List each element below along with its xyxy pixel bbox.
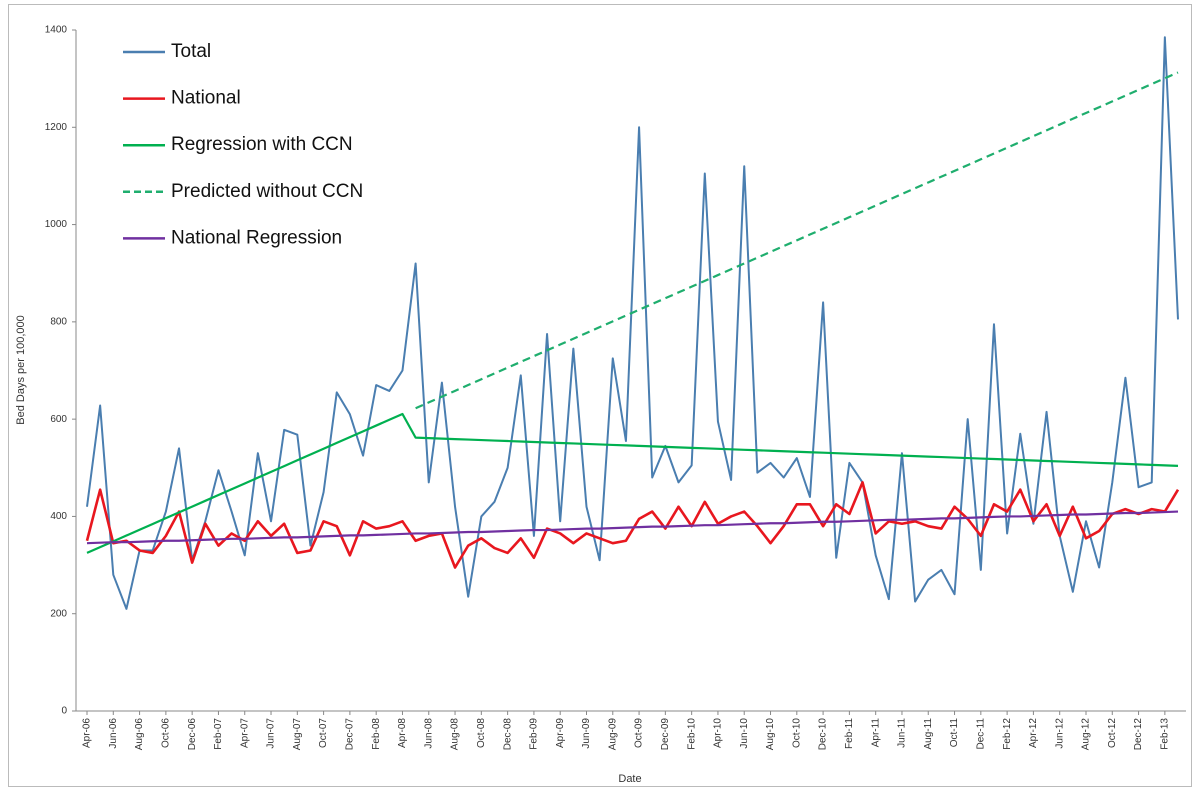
y-tick-label: 200 (50, 608, 67, 619)
x-tick-label: Apr-10 (713, 718, 724, 748)
x-tick-label: Jun-10 (739, 718, 750, 749)
x-tick-label: Oct-06 (161, 718, 172, 748)
x-tick-label: Feb-08 (371, 718, 382, 750)
x-tick-label: Feb-10 (686, 718, 697, 750)
x-tick-label: Aug-06 (134, 718, 145, 751)
x-tick-label: Dec-10 (818, 718, 829, 751)
y-axis-label: Bed Days per 100,000 (15, 315, 27, 424)
x-tick-label: Oct-10 (791, 718, 802, 748)
x-tick-label: Apr-09 (555, 718, 566, 748)
x-tick-label: Feb-11 (844, 718, 855, 749)
x-tick-label: Dec-11 (975, 718, 986, 750)
series-line (86, 510, 1179, 545)
x-tick-label: Apr-07 (239, 718, 250, 748)
x-tick-label: Oct-09 (634, 718, 645, 748)
x-tick-label: Dec-07 (345, 718, 356, 751)
y-tick-label: 600 (50, 414, 67, 425)
legend-label: Regression with CCN (171, 134, 353, 155)
x-tick-label: Jun-09 (581, 718, 592, 749)
x-tick-label: Apr-11 (870, 718, 881, 748)
y-tick-label: 1400 (45, 25, 68, 36)
x-tick-label: Jun-08 (423, 718, 434, 749)
x-tick-label: Oct-08 (476, 718, 487, 748)
y-tick-label: 0 (61, 706, 67, 717)
series-line (85, 481, 1180, 569)
x-tick-label: Aug-11 (923, 718, 934, 750)
x-tick-label: Dec-12 (1133, 718, 1144, 751)
x-tick-label: Oct-07 (318, 718, 329, 748)
chart-frame (8, 4, 1192, 787)
x-tick-label: Oct-11 (949, 718, 960, 748)
x-tick-label: Feb-12 (1002, 718, 1013, 750)
x-tick-label: Aug-12 (1081, 718, 1092, 751)
x-tick-label: Aug-10 (765, 718, 776, 751)
x-tick-label: Apr-08 (397, 718, 408, 748)
x-tick-label: Aug-07 (292, 718, 303, 751)
x-tick-label: Jun-07 (266, 718, 277, 749)
x-tick-label: Apr-12 (1028, 718, 1039, 748)
legend-label: Predicted without CCN (171, 181, 363, 202)
x-tick-label: Dec-06 (187, 718, 198, 751)
y-tick-label: 800 (50, 316, 67, 327)
x-tick-label: Dec-09 (660, 718, 671, 751)
x-tick-label: Apr-06 (82, 718, 93, 748)
legend-label: Total (171, 41, 211, 62)
series-line (86, 36, 1179, 610)
x-tick-label: Jun-06 (108, 718, 119, 749)
legend-label: National Regression (171, 227, 342, 248)
series-line (86, 412, 1179, 554)
x-tick-label: Aug-08 (450, 718, 461, 751)
y-tick-label: 1000 (45, 219, 68, 230)
y-tick-label: 1200 (45, 122, 68, 133)
x-tick-label: Jun-11 (897, 718, 908, 748)
x-tick-label: Aug-09 (607, 718, 618, 751)
x-tick-label: Feb-13 (1159, 718, 1170, 750)
x-tick-label: Oct-12 (1107, 718, 1118, 748)
y-tick-label: 400 (50, 511, 67, 522)
x-tick-label: Dec-08 (502, 718, 513, 751)
x-tick-label: Feb-09 (529, 718, 540, 750)
series-line (415, 71, 1179, 410)
x-axis-label: Date (618, 773, 641, 785)
x-tick-label: Feb-07 (213, 718, 224, 750)
legend-label: National (171, 88, 241, 109)
x-tick-label: Jun-12 (1054, 718, 1065, 749)
